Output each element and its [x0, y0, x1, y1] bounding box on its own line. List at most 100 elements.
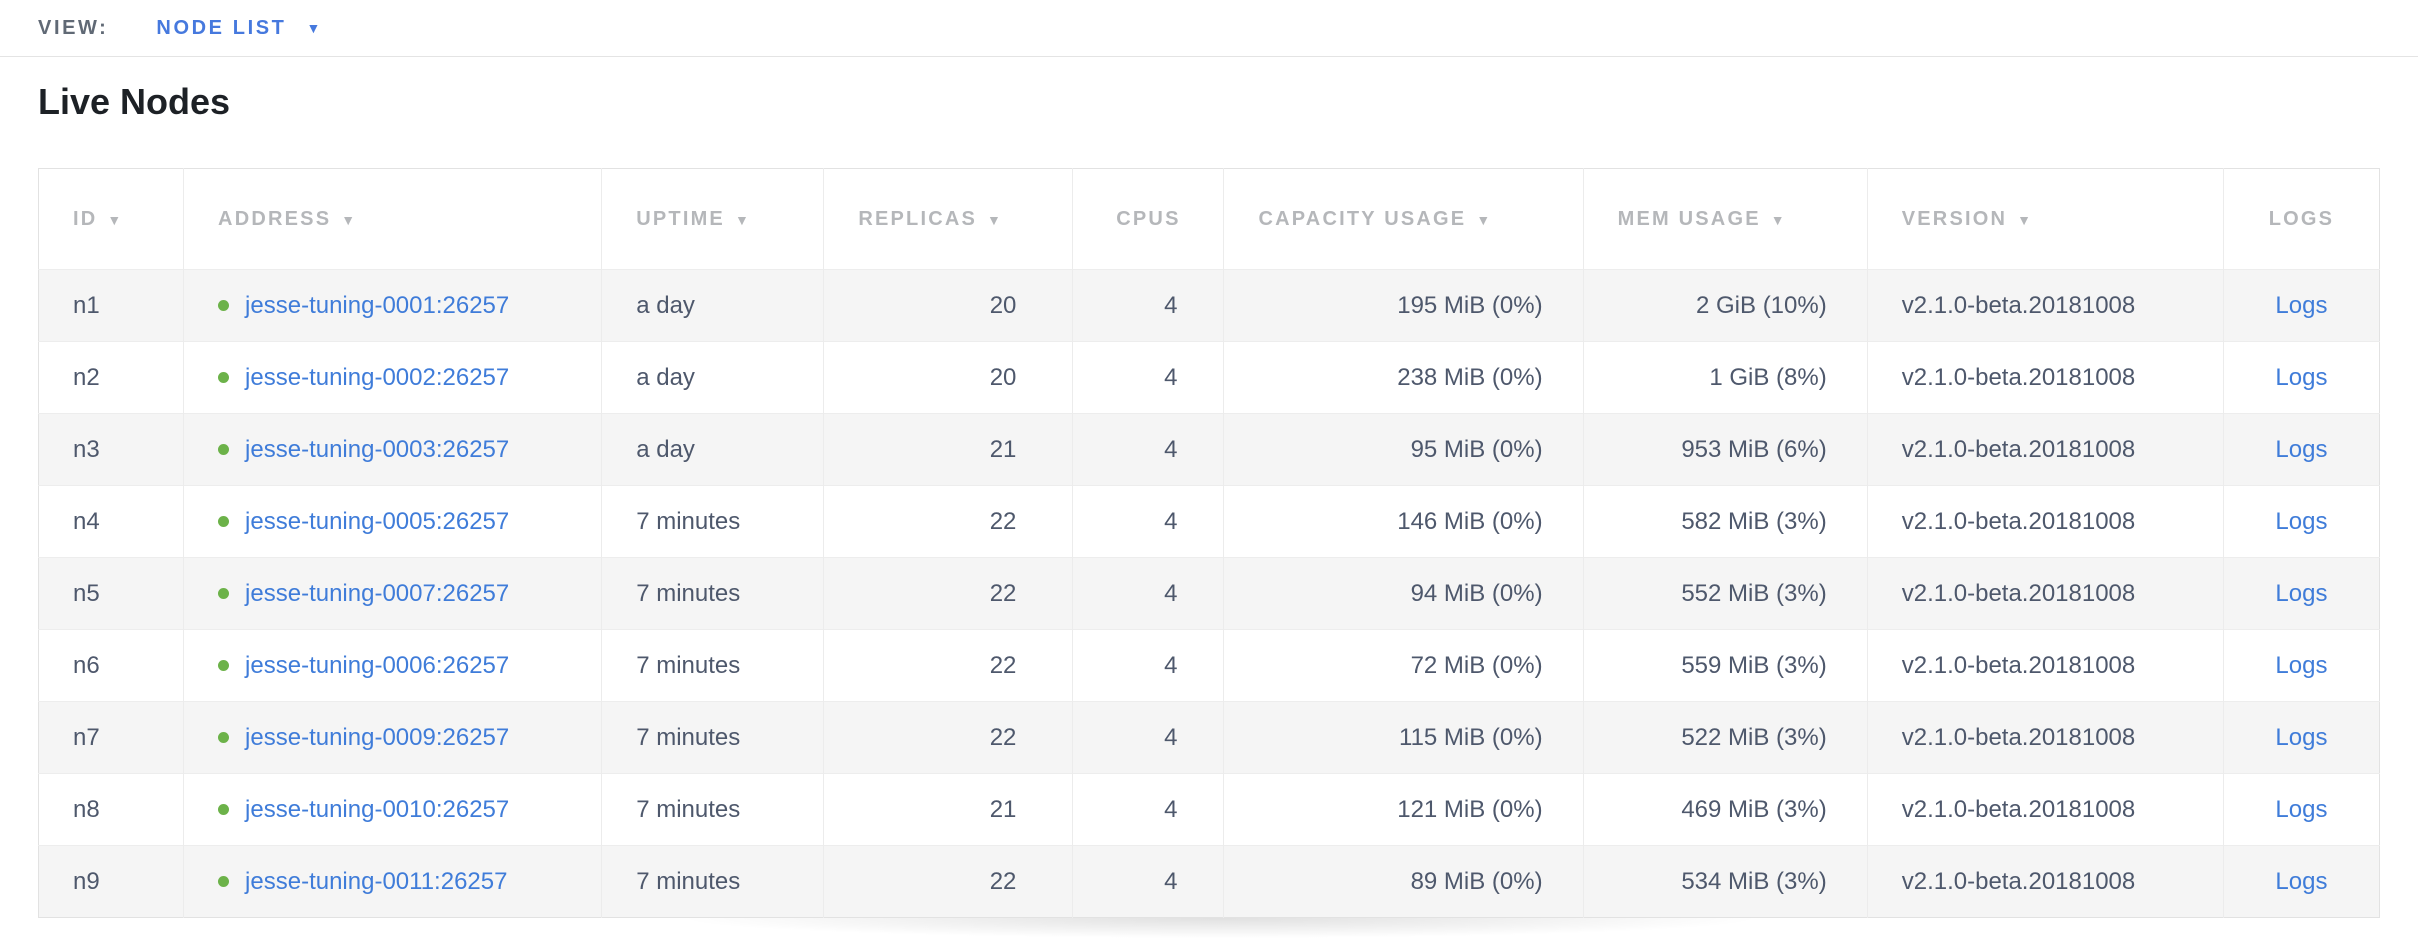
cell-address: jesse-tuning-0007:26257 [183, 557, 602, 630]
cell-address: jesse-tuning-0005:26257 [183, 485, 602, 558]
cell-replicas: 22 [823, 485, 1073, 558]
cell-version: v2.1.0-beta.20181008 [1866, 413, 2224, 486]
address-link[interactable]: jesse-tuning-0002:26257 [245, 363, 510, 391]
cell-replicas: 20 [823, 269, 1073, 342]
cell-cpus: 4 [1072, 845, 1224, 918]
cell-capacity: 94 MiB (0%) [1223, 557, 1584, 630]
logs-link[interactable]: Logs [2275, 651, 2328, 679]
address-link[interactable]: jesse-tuning-0007:26257 [245, 579, 510, 607]
main-content: Live Nodes ID ▼ ADDRESS ▼ UPTIME ▼ REPLICAS ▼ CP… [0, 57, 2418, 946]
cell-mem: 582 MiB (3%) [1582, 485, 1868, 558]
view-selected-value: NODE LIST [156, 16, 287, 39]
cell-capacity: 195 MiB (0%) [1223, 269, 1584, 342]
cell-uptime: 7 minutes [601, 701, 824, 774]
table-row: n4 jesse-tuning-0005:26257 7 minutes 22 4 146… [38, 485, 2380, 558]
cell-replicas: 22 [823, 629, 1073, 702]
sort-arrow-icon: ▼ [107, 211, 124, 228]
column-header-capacity[interactable]: CAPACITY USAGE ▼ [1223, 168, 1584, 270]
cell-uptime: a day [601, 413, 824, 486]
column-header-uptime[interactable]: UPTIME ▼ [601, 168, 824, 270]
table-row: n8 jesse-tuning-0010:26257 7 minutes 21 4 121… [38, 773, 2380, 846]
chevron-down-icon: ▼ [306, 20, 321, 36]
logs-link[interactable]: Logs [2275, 363, 2328, 391]
cell-id: n4 [38, 485, 184, 558]
cell-id: n9 [38, 845, 184, 918]
column-header-version[interactable]: VERSION ▼ [1866, 168, 2224, 270]
node-live-status-dot [218, 803, 230, 815]
cell-replicas: 21 [823, 413, 1073, 486]
table-row: n6 jesse-tuning-0006:26257 7 minutes 22 4 72 … [38, 629, 2380, 702]
table-row: n3 jesse-tuning-0003:26257 a day 21 4 95 MiB … [38, 413, 2380, 486]
cell-logs: Logs [2222, 557, 2380, 630]
cell-address: jesse-tuning-0010:26257 [183, 773, 602, 846]
cell-logs: Logs [2222, 485, 2380, 558]
address-link[interactable]: jesse-tuning-0011:26257 [245, 867, 508, 895]
column-header-logs: LOGS [2222, 168, 2380, 270]
cell-id: n5 [38, 557, 184, 630]
cell-version: v2.1.0-beta.20181008 [1866, 701, 2224, 774]
cell-replicas: 22 [823, 701, 1073, 774]
column-header-mem[interactable]: MEM USAGE ▼ [1582, 168, 1868, 270]
node-live-status-dot [218, 299, 230, 311]
cell-uptime: 7 minutes [601, 557, 824, 630]
logs-link[interactable]: Logs [2275, 507, 2328, 535]
address-link[interactable]: jesse-tuning-0001:26257 [245, 291, 510, 319]
cell-logs: Logs [2222, 773, 2380, 846]
table-shadow [470, 918, 1970, 946]
cell-replicas: 22 [823, 557, 1073, 630]
node-live-status-dot [218, 443, 230, 455]
cell-logs: Logs [2222, 269, 2380, 342]
cell-id: n7 [38, 701, 184, 774]
cell-logs: Logs [2222, 341, 2380, 414]
column-label: CPUS [1116, 207, 1181, 230]
logs-link[interactable]: Logs [2275, 435, 2328, 463]
logs-link[interactable]: Logs [2275, 867, 2328, 895]
column-label: CAPACITY USAGE [1258, 207, 1467, 230]
sort-arrow-icon: ▼ [2017, 211, 2034, 228]
node-live-status-dot [218, 875, 230, 887]
cell-mem: 522 MiB (3%) [1582, 701, 1868, 774]
cell-uptime: 7 minutes [601, 773, 824, 846]
column-label: VERSION [1901, 207, 2008, 230]
cell-logs: Logs [2222, 413, 2380, 486]
column-label: MEM USAGE [1617, 207, 1761, 230]
logs-link[interactable]: Logs [2275, 795, 2328, 823]
cell-address: jesse-tuning-0011:26257 [183, 845, 602, 918]
view-bar: VIEW: NODE LIST ▼ [0, 0, 2418, 57]
column-label: ADDRESS [218, 207, 332, 230]
sort-arrow-icon: ▼ [1476, 211, 1493, 228]
logs-link[interactable]: Logs [2275, 723, 2328, 751]
cell-uptime: a day [601, 269, 824, 342]
column-header-address[interactable]: ADDRESS ▼ [183, 168, 602, 270]
logs-link[interactable]: Logs [2275, 291, 2328, 319]
address-link[interactable]: jesse-tuning-0006:26257 [245, 651, 510, 679]
column-header-id[interactable]: ID ▼ [38, 168, 184, 270]
address-link[interactable]: jesse-tuning-0010:26257 [245, 795, 510, 823]
address-link[interactable]: jesse-tuning-0005:26257 [245, 507, 510, 535]
cell-logs: Logs [2222, 629, 2380, 702]
live-nodes-table: ID ▼ ADDRESS ▼ UPTIME ▼ REPLICAS ▼ CPUS CAPACITY … [38, 168, 2380, 918]
column-header-replicas[interactable]: REPLICAS ▼ [823, 168, 1073, 270]
column-label: REPLICAS [858, 207, 978, 230]
cell-replicas: 21 [823, 773, 1073, 846]
cell-cpus: 4 [1072, 413, 1224, 486]
cell-replicas: 22 [823, 845, 1073, 918]
cell-logs: Logs [2222, 845, 2380, 918]
node-live-status-dot [218, 587, 230, 599]
cell-mem: 552 MiB (3%) [1582, 557, 1868, 630]
table-row: n7 jesse-tuning-0009:26257 7 minutes 22 4 115… [38, 701, 2380, 774]
logs-link[interactable]: Logs [2275, 579, 2328, 607]
cell-capacity: 121 MiB (0%) [1223, 773, 1584, 846]
cell-address: jesse-tuning-0001:26257 [183, 269, 602, 342]
cell-uptime: 7 minutes [601, 845, 824, 918]
view-selector[interactable]: NODE LIST ▼ [156, 17, 320, 40]
cell-version: v2.1.0-beta.20181008 [1866, 773, 2224, 846]
column-label: LOGS [2268, 207, 2335, 230]
cell-uptime: 7 minutes [601, 485, 824, 558]
address-link[interactable]: jesse-tuning-0003:26257 [245, 435, 510, 463]
sort-arrow-icon: ▼ [1770, 211, 1787, 228]
column-label: UPTIME [636, 207, 725, 230]
page-title: Live Nodes [38, 81, 231, 122]
address-link[interactable]: jesse-tuning-0009:26257 [245, 723, 510, 751]
sort-arrow-icon: ▼ [734, 211, 752, 228]
